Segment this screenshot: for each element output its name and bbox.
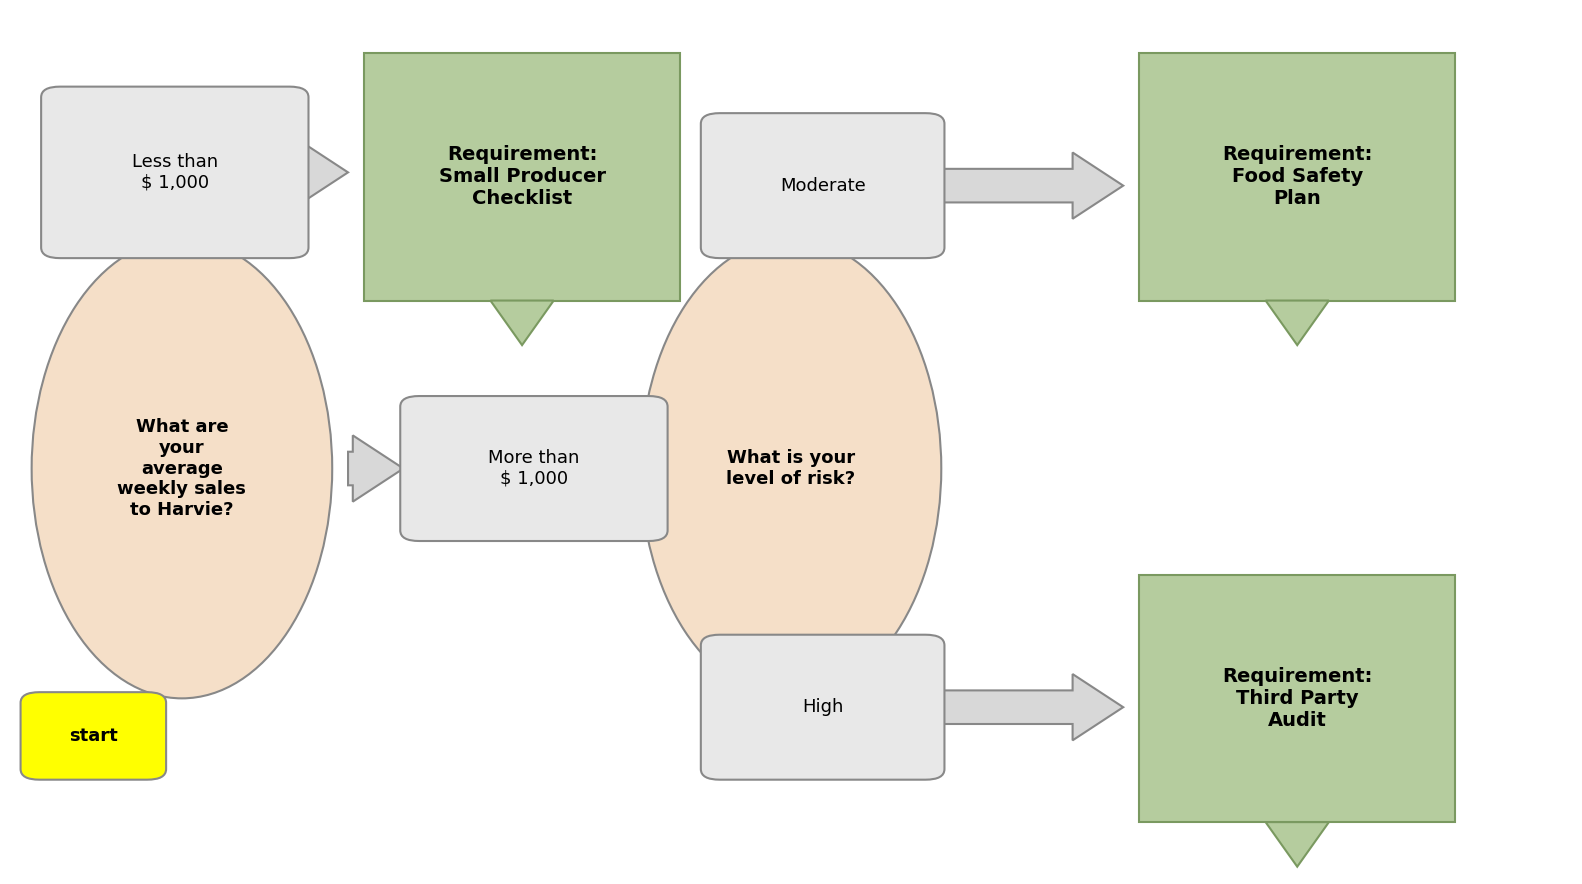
FancyBboxPatch shape [701,113,944,258]
Polygon shape [1266,301,1329,345]
Text: What is your
level of risk?: What is your level of risk? [726,449,856,488]
Text: Moderate: Moderate [780,177,865,194]
Text: More than
$ 1,000: More than $ 1,000 [489,449,579,488]
Ellipse shape [641,239,941,698]
Polygon shape [793,588,853,707]
Polygon shape [297,139,348,206]
FancyBboxPatch shape [1139,53,1455,301]
FancyBboxPatch shape [21,692,166,780]
Polygon shape [348,436,403,502]
Polygon shape [146,230,206,305]
Text: What are
your
average
weekly sales
to Harvie?: What are your average weekly sales to Ha… [117,418,247,519]
Ellipse shape [32,239,332,698]
Polygon shape [941,152,1123,218]
Polygon shape [941,674,1123,740]
Polygon shape [793,230,853,305]
Text: Requirement:
Small Producer
Checklist: Requirement: Small Producer Checklist [438,145,606,209]
Text: Requirement:
Food Safety
Plan: Requirement: Food Safety Plan [1221,145,1373,209]
Polygon shape [490,301,554,345]
FancyBboxPatch shape [400,396,668,541]
Text: High: High [802,698,843,716]
FancyBboxPatch shape [41,87,308,258]
Polygon shape [1266,822,1329,866]
Text: Requirement:
Third Party
Audit: Requirement: Third Party Audit [1221,667,1373,730]
Text: start: start [70,727,117,745]
Text: Less than
$ 1,000: Less than $ 1,000 [131,153,218,192]
FancyBboxPatch shape [1139,575,1455,822]
FancyBboxPatch shape [364,53,680,301]
Polygon shape [574,435,664,501]
FancyBboxPatch shape [701,635,944,780]
